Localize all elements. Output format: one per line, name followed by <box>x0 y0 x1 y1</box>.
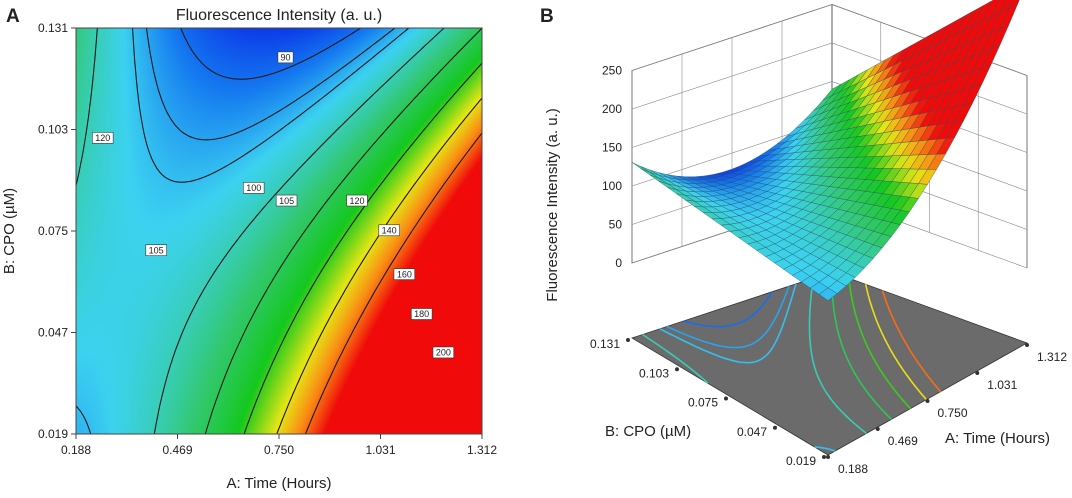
surface-axes: 0 50 100 150 200 250 0.188 0.469 0.750 1.031 1.312… <box>590 64 1067 477</box>
contour-label: 100 <box>243 182 265 194</box>
floor-contour <box>659 283 836 452</box>
contour-label: 120 <box>92 132 114 144</box>
contour-label: 140 <box>378 224 400 237</box>
contour-label-box <box>393 268 416 280</box>
contour-label-text: 90 <box>280 53 290 63</box>
panel-label-b: B <box>540 6 554 27</box>
contour-y-axis: 0.019 0.047 0.075 0.103 0.131 <box>38 21 76 441</box>
floor-contour <box>848 278 911 410</box>
x-tick-dot <box>875 427 880 431</box>
y-tick-label: 0.047 <box>737 425 767 439</box>
contour-label: 105 <box>275 194 298 207</box>
x-tick-label: 1.312 <box>1037 350 1067 364</box>
contour-label-text: 140 <box>382 225 397 235</box>
contour-labels: 90 120 100 105 120 105 140 160 180 200 <box>92 51 455 359</box>
surface-y-label: B: CPO (µM) <box>605 423 691 440</box>
contour-label-box <box>378 224 400 237</box>
panel-label-a: A <box>6 6 20 27</box>
contour-label-text: 105 <box>149 245 164 255</box>
x-tick-dot <box>925 399 930 403</box>
contour-title: Fluorescence Intensity (a. u.) <box>176 7 382 24</box>
contour-heatmap <box>76 28 482 434</box>
floor-contour <box>864 284 927 401</box>
y-tick-dot <box>822 455 826 459</box>
contour-y-label: B: CPO (µM) <box>1 188 18 274</box>
x-tick-label: 0.750 <box>938 406 968 420</box>
z-grid-line <box>631 81 1028 153</box>
contour-line-set <box>76 28 482 434</box>
floor-contour <box>642 278 867 435</box>
floor-contour <box>666 285 790 349</box>
x-tick-dot <box>1025 343 1029 347</box>
z-tick-label: 100 <box>602 179 622 193</box>
y-tick-label: 0.047 <box>38 326 68 340</box>
y-tick-dot <box>773 425 777 430</box>
x-tick-dot <box>826 455 830 459</box>
z-tick-label: 250 <box>602 64 622 78</box>
surface-cell <box>999 0 1013 13</box>
x-tick-label: 0.188 <box>61 443 91 457</box>
x-tick-label: 0.188 <box>838 462 868 476</box>
x-tick-label: 1.031 <box>987 378 1017 392</box>
floor-contour <box>683 291 773 328</box>
contour-label-box <box>243 182 265 194</box>
contour-label-box <box>346 194 368 207</box>
contour-lines <box>76 28 482 434</box>
contour-label: 160 <box>393 268 416 280</box>
y-tick-label: 0.103 <box>38 123 68 137</box>
contour-label-text: 200 <box>436 348 451 358</box>
surface-x-label: A: Time (Hours) <box>945 430 1050 447</box>
z-tick-label: 50 <box>609 218 623 232</box>
contour-label: 180 <box>410 308 433 320</box>
y-tick-label: 0.019 <box>38 427 68 441</box>
x-tick-label: 1.031 <box>365 443 395 457</box>
contour-label-box <box>275 194 298 207</box>
x-tick-dot <box>975 371 980 375</box>
contour-label-text: 180 <box>414 309 429 319</box>
contour-x-axis: 0.188 0.469 0.750 1.031 1.312 <box>61 434 497 457</box>
y-tick-label: 0.075 <box>688 396 718 410</box>
contour-label-text: 160 <box>397 269 412 279</box>
contour-plot-area: 90 120 100 105 120 105 140 160 180 200 <box>75 27 483 435</box>
contour-label-text: 100 <box>246 183 261 193</box>
contour-label: 120 <box>346 194 368 207</box>
floor-contour <box>881 290 942 393</box>
surface-mesh <box>631 0 1020 301</box>
y-tick-label: 0.019 <box>786 454 816 468</box>
contour-label-text: 120 <box>95 133 110 143</box>
surface-cell <box>991 0 1006 17</box>
x-tick-label: 0.469 <box>162 443 192 457</box>
x-tick-label: 0.750 <box>264 443 294 457</box>
contour-label: 200 <box>432 346 455 359</box>
z-tick-label: 150 <box>602 141 622 155</box>
contour-label-box <box>277 51 294 64</box>
y-tick-dot <box>675 367 679 372</box>
y-tick-dot <box>724 396 728 401</box>
y-tick-label: 0.075 <box>38 224 68 238</box>
panel-a: A Fluorescence Intensity (a. u.) 90 120 10… <box>1 6 497 492</box>
contour-label-box <box>145 244 167 257</box>
panel-b: B 0 50 100 150 200 250 0.188 0.469 0.750 1.031 1.3… <box>540 0 1067 476</box>
contour-label: 90 <box>277 51 294 64</box>
contour-x-label: A: Time (Hours) <box>226 475 331 492</box>
x-tick-label: 1.312 <box>467 443 497 457</box>
y-tick-label: 0.131 <box>590 337 620 351</box>
y-tick-label: 0.103 <box>639 366 669 380</box>
z-tick-label: 0 <box>615 256 622 270</box>
contour-label: 105 <box>145 244 167 257</box>
z-tick-label: 200 <box>602 102 622 116</box>
contour-label-text: 105 <box>279 196 294 206</box>
x-tick-label: 0.469 <box>888 434 918 448</box>
surface-z-label: Fluorescence Intensity (a. u.) <box>544 108 561 301</box>
y-tick-label: 0.131 <box>38 21 68 35</box>
y-tick-dot <box>626 338 630 342</box>
surface-cell <box>1008 0 1020 9</box>
contour-label-box <box>410 308 433 320</box>
contour-label-text: 120 <box>350 196 365 206</box>
surface-cell <box>631 162 651 173</box>
contour-label-box <box>432 346 455 359</box>
contour-label-box <box>92 132 114 144</box>
